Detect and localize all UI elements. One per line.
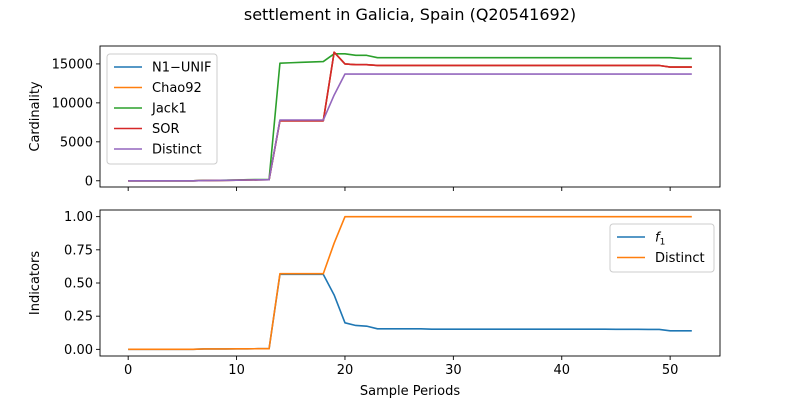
series-line-4 bbox=[128, 73, 692, 182]
x-axis-label: Sample Periods bbox=[360, 384, 460, 399]
y-axis-label: Indicators bbox=[28, 251, 43, 315]
legend-label-4: Distinct bbox=[152, 143, 202, 158]
legend-box bbox=[106, 53, 218, 165]
legend-label-3: SOR bbox=[152, 122, 180, 137]
legend-label-1: Chao92 bbox=[152, 81, 202, 96]
x-tick-label: 50 bbox=[662, 363, 679, 378]
figure-title: settlement in Galicia, Spain (Q20541692) bbox=[244, 5, 576, 24]
y-tick-label: 0.00 bbox=[64, 343, 93, 358]
y-tick-label: 0.50 bbox=[64, 277, 93, 292]
y-tick-label: 0.75 bbox=[64, 243, 93, 258]
legend-box bbox=[609, 223, 715, 273]
legend-label-1: Distinct bbox=[655, 251, 705, 266]
y-tick-label: 5000 bbox=[60, 135, 93, 150]
x-tick-label: 40 bbox=[553, 363, 570, 378]
series-line-1 bbox=[128, 215, 692, 351]
legend-label-2: Jack1 bbox=[151, 102, 187, 117]
legend-label-0: N1−UNIF bbox=[152, 61, 211, 76]
x-tick-label: 0 bbox=[124, 363, 132, 378]
y-tick-label: 1.00 bbox=[64, 210, 93, 225]
y-tick-label: 15000 bbox=[52, 57, 93, 72]
x-tick-label: 30 bbox=[445, 363, 462, 378]
indicators-panel: 0 10 20 30 40 50 0.00 0.25 0.50 0.75 1.00 Indicator… bbox=[28, 209, 721, 399]
y-tick-label: 0.25 bbox=[64, 310, 93, 325]
axes-frame bbox=[99, 45, 721, 188]
y-tick-label: 10000 bbox=[52, 96, 93, 111]
y-axis-label: Cardinality bbox=[28, 81, 43, 152]
legend-label-0: f1 bbox=[655, 231, 665, 248]
x-tick-label: 10 bbox=[228, 363, 245, 378]
y-tick-label: 0 bbox=[85, 174, 93, 189]
cardinality-panel: 0 5000 10000 15000 Cardinality N1−UNIF Chao92 J… bbox=[28, 45, 721, 191]
x-tick-label: 20 bbox=[337, 363, 354, 378]
